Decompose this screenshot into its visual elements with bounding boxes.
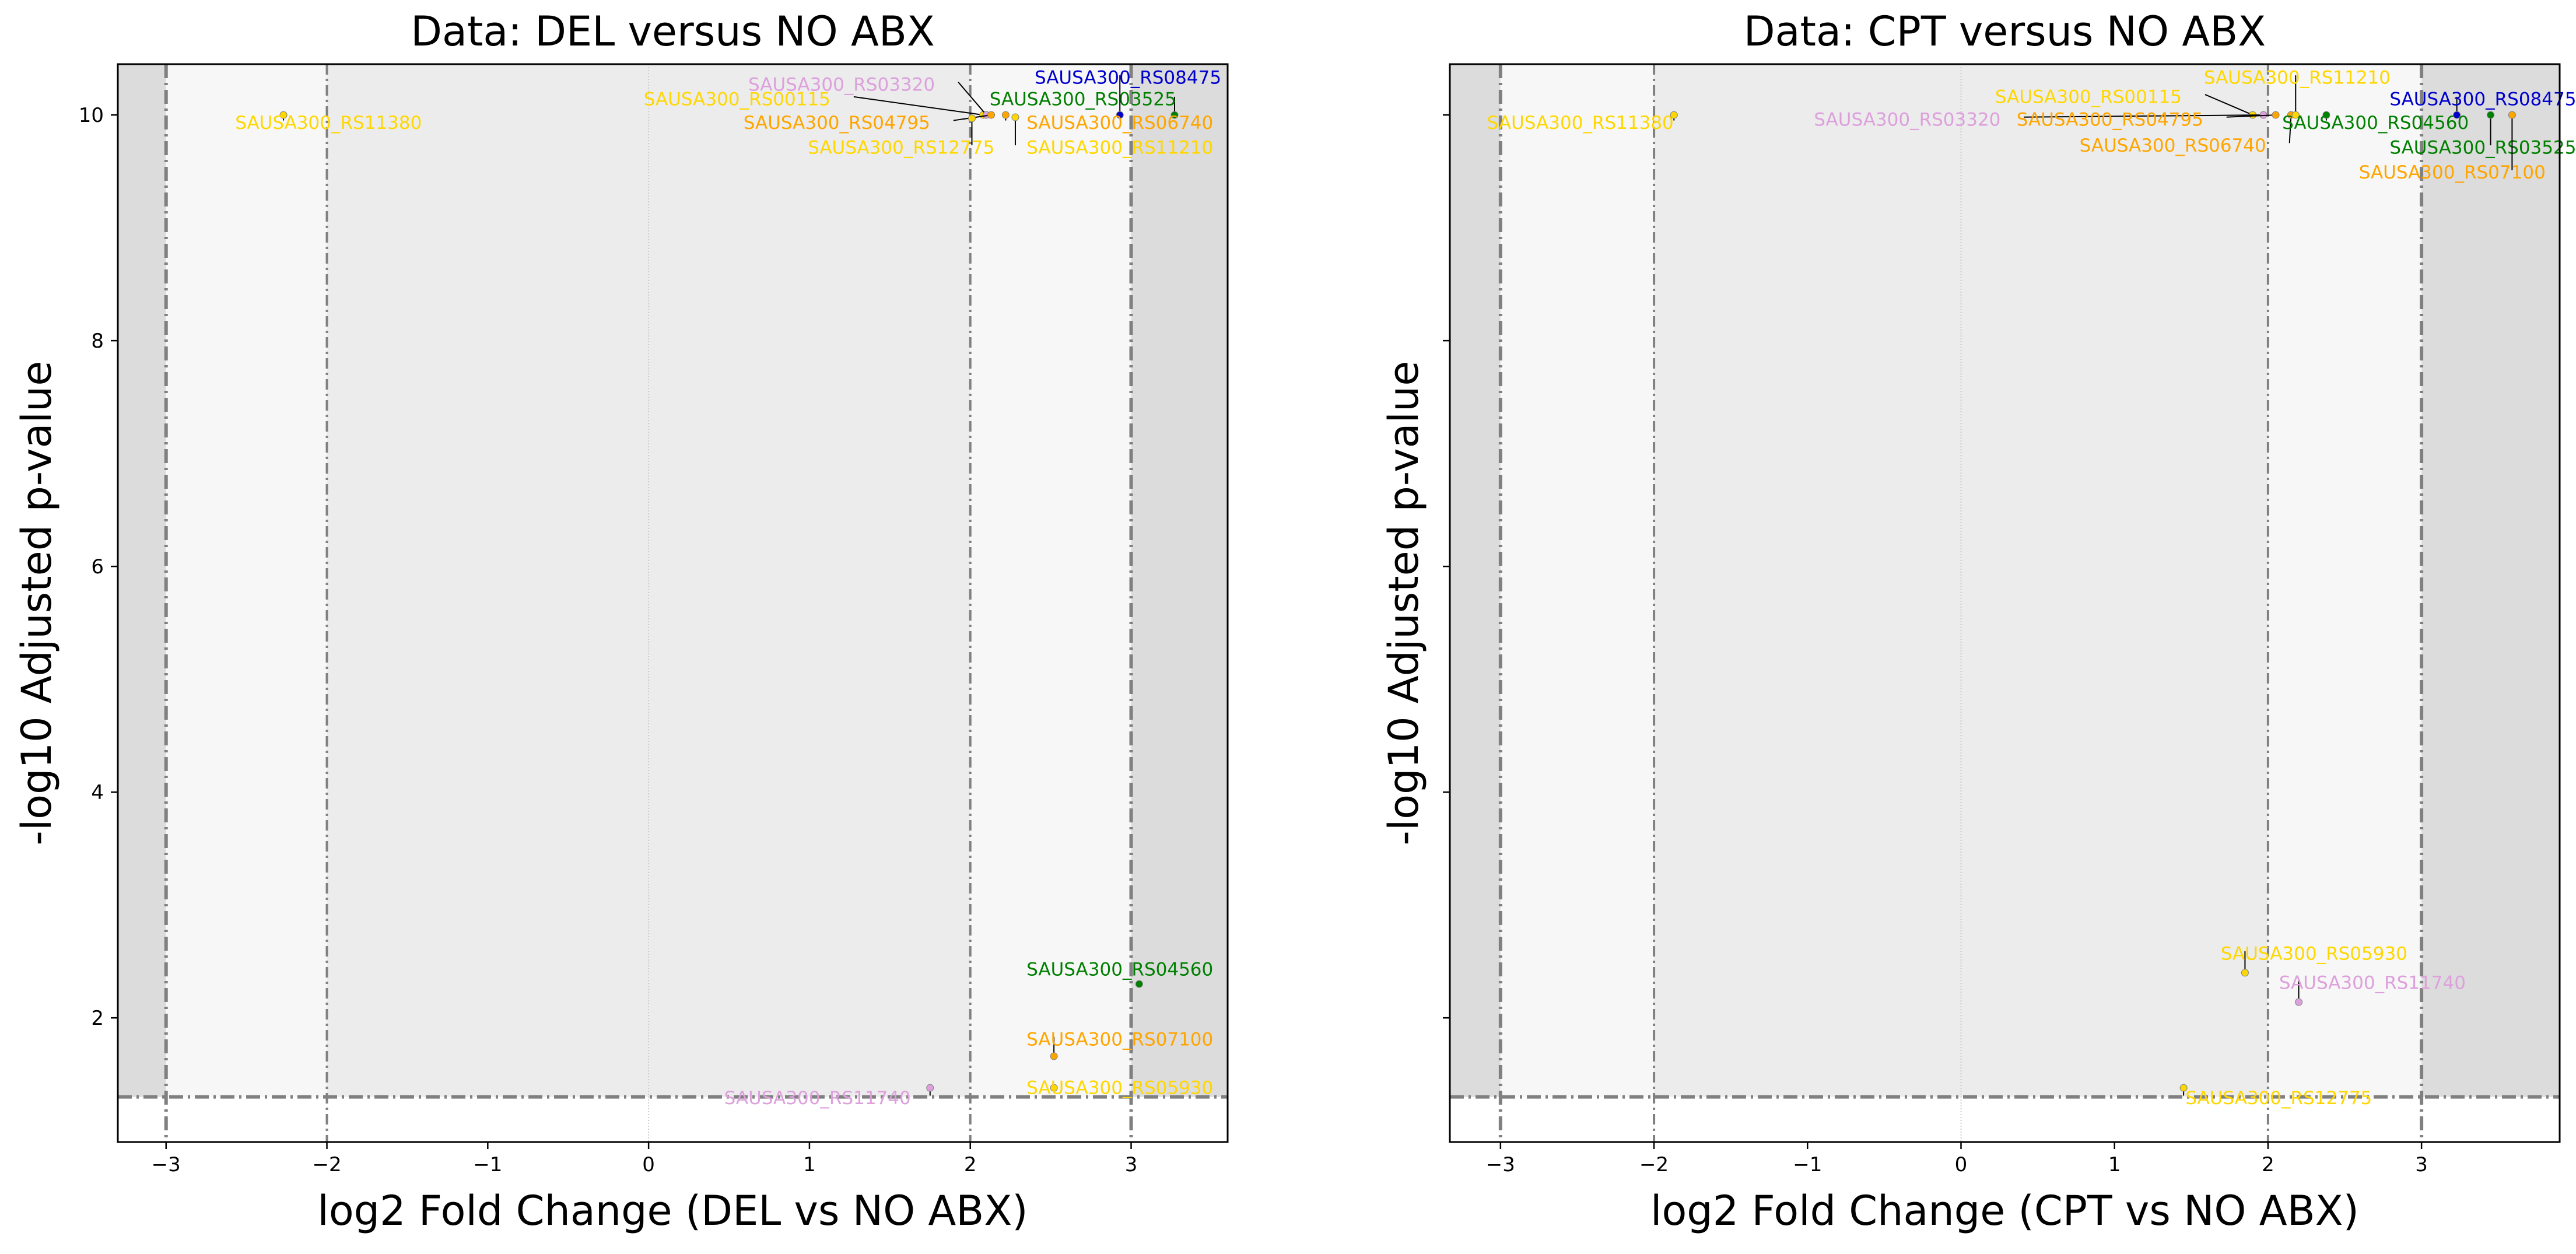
- data-point: [279, 111, 288, 119]
- point-label: SAUSA300_RS00115: [1995, 87, 2182, 108]
- data-point: [2322, 111, 2330, 119]
- point-label: SAUSA300_RS06740: [2080, 135, 2266, 156]
- data-point: [2295, 998, 2303, 1006]
- band-right-outer: [1131, 64, 1228, 1097]
- y-tick-label: 10: [79, 104, 104, 127]
- leader-line: [958, 82, 987, 115]
- x-tick-label: −1: [473, 1153, 502, 1176]
- leader-line: [2288, 115, 2292, 143]
- point-label: SAUSA300_RS08475: [2389, 89, 2576, 110]
- y-axis-label: -log10 Adjusted p-value: [13, 361, 61, 846]
- x-axis-label: log2 Fold Change (CPT vs NO ABX): [1650, 1187, 2359, 1235]
- y-axis-label: -log10 Adjusted p-value: [1380, 361, 1428, 846]
- point-label: SAUSA300_RS03525: [990, 89, 1176, 110]
- x-tick-label: 0: [1955, 1153, 1968, 1176]
- data-point: [2241, 969, 2249, 977]
- point-label: SAUSA300_RS12775: [808, 138, 994, 159]
- y-tick-label: 8: [91, 330, 104, 353]
- x-tick-label: −2: [1639, 1153, 1669, 1176]
- volcano-plot-del: SAUSA300_RS11380SAUSA300_RS00115SAUSA300…: [13, 8, 1229, 1235]
- axes-frame: [117, 63, 1229, 1143]
- leader-line: [2024, 114, 2264, 118]
- point-label: SAUSA300_RS04795: [2017, 109, 2203, 130]
- x-tick-label: 1: [803, 1153, 816, 1176]
- point-label: SAUSA300_RS00115: [644, 89, 830, 110]
- data-point: [1001, 111, 1010, 119]
- data-point: [2272, 111, 2280, 119]
- band-left-mid: [1500, 64, 1655, 1097]
- band-left-outer: [118, 64, 166, 1097]
- band-right-mid: [2267, 64, 2422, 1097]
- point-label: SAUSA300_RS05930: [1026, 1078, 1213, 1099]
- point-label: SAUSA300_RS04560: [2282, 113, 2469, 134]
- data-point: [1050, 1084, 1058, 1092]
- leader-line: [2205, 94, 2253, 115]
- x-tick-label: 3: [2415, 1153, 2428, 1176]
- point-label: SAUSA300_RS11210: [1026, 138, 1213, 159]
- point-label: SAUSA300_RS05930: [2221, 943, 2407, 964]
- leader-line: [2226, 114, 2276, 118]
- data-point: [2179, 1084, 2188, 1092]
- band-right-outer: [2421, 64, 2560, 1097]
- data-point: [1670, 111, 1678, 119]
- point-label: SAUSA300_RS03525: [2389, 138, 2576, 159]
- data-point: [926, 1084, 934, 1092]
- point-label: SAUSA300_RS11210: [2204, 68, 2391, 89]
- point-label: SAUSA300_RS03320: [748, 74, 935, 95]
- chart-title: Data: DEL versus NO ABX: [411, 8, 935, 55]
- data-point: [1011, 113, 1019, 121]
- data-point: [2508, 111, 2516, 119]
- x-tick-label: −2: [312, 1153, 341, 1176]
- y-tick-label: 2: [91, 1007, 104, 1030]
- point-label: SAUSA300_RS11380: [1487, 113, 1674, 134]
- data-point: [2453, 111, 2461, 119]
- data-point: [2487, 111, 2495, 119]
- volcano-plot-cpt: SAUSA300_RS11380SAUSA300_RS00115SAUSA300…: [1380, 8, 2576, 1235]
- band-left-outer: [1450, 64, 1501, 1097]
- y-tick-label: 4: [91, 781, 104, 804]
- x-tick-label: −1: [1793, 1153, 1822, 1176]
- axes-frame: [1449, 63, 2561, 1143]
- point-label: SAUSA300_RS11380: [235, 113, 422, 134]
- point-label: SAUSA300_RS11740: [724, 1088, 911, 1109]
- point-label: SAUSA300_RS11740: [2279, 973, 2466, 994]
- point-label: SAUSA300_RS04795: [744, 113, 930, 134]
- point-label: SAUSA300_RS04560: [1026, 959, 1213, 980]
- band-right-mid: [970, 64, 1131, 1097]
- point-label: SAUSA300_RS06740: [1026, 113, 1213, 134]
- data-point: [968, 114, 976, 122]
- point-label: SAUSA300_RS07100: [1026, 1029, 1213, 1050]
- point-label: SAUSA300_RS08475: [1035, 68, 1221, 89]
- data-point: [1135, 980, 1143, 988]
- x-tick-label: −3: [1486, 1153, 1515, 1176]
- x-axis-label: log2 Fold Change (DEL vs NO ABX): [317, 1187, 1028, 1235]
- data-point: [1050, 1052, 1058, 1060]
- data-point: [1116, 111, 1124, 119]
- band-left-mid: [166, 64, 327, 1097]
- point-label: SAUSA300_RS12775: [2185, 1088, 2372, 1109]
- x-tick-label: 1: [2108, 1153, 2121, 1176]
- x-tick-label: 0: [642, 1153, 655, 1176]
- x-tick-label: 2: [964, 1153, 977, 1176]
- leader-line: [853, 96, 983, 116]
- y-tick-label: 6: [91, 555, 104, 579]
- x-tick-label: −3: [152, 1153, 181, 1176]
- point-label: SAUSA300_RS07100: [2359, 162, 2546, 183]
- x-tick-label: 2: [2262, 1153, 2274, 1176]
- data-point: [2291, 111, 2300, 119]
- data-point: [1170, 111, 1179, 119]
- x-tick-label: 3: [1125, 1153, 1138, 1176]
- data-point: [987, 111, 996, 119]
- point-label: SAUSA300_RS03320: [1814, 109, 2000, 130]
- chart-title: Data: CPT versus NO ABX: [1744, 8, 2266, 55]
